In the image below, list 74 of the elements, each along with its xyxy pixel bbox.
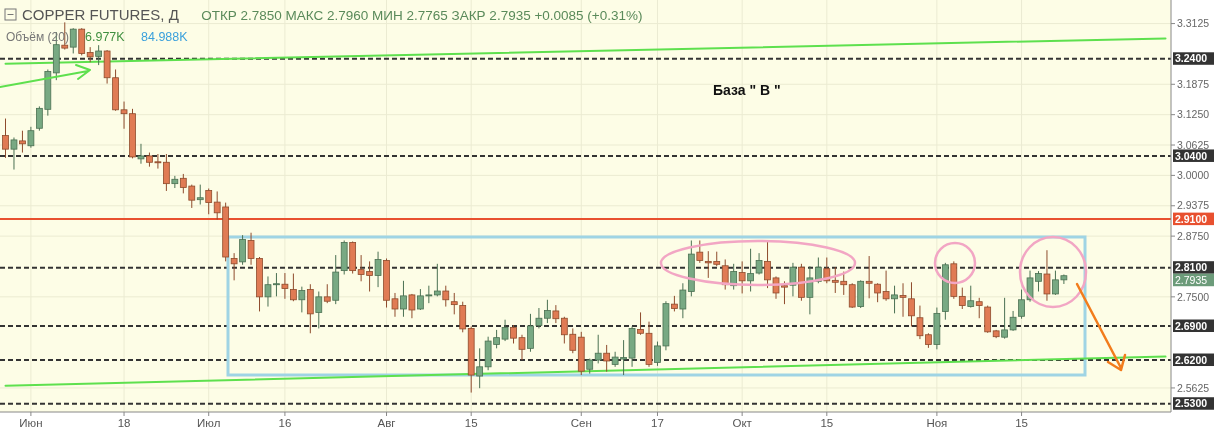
x-tick-label: Сен xyxy=(570,417,592,429)
x-tick-label: 18 xyxy=(117,417,131,429)
x-tick-label: Июл xyxy=(197,417,221,429)
candlestick xyxy=(27,126,35,149)
candlestick xyxy=(459,301,467,333)
ref-line-label: 2.8100 xyxy=(1175,261,1208,274)
candlestick xyxy=(374,251,382,288)
candlestick xyxy=(806,265,814,315)
candlestick xyxy=(400,280,407,318)
ref-line-label: 3.0400 xyxy=(1175,149,1208,162)
candlestick xyxy=(603,344,611,373)
candlestick xyxy=(137,143,145,165)
y-tick-label: 3.1875 xyxy=(1177,77,1210,90)
candlestick xyxy=(408,293,416,319)
x-tick-label: 15 xyxy=(464,417,478,429)
ref-line-label: 3.2400 xyxy=(1175,52,1208,65)
candlestick xyxy=(95,44,103,66)
candlestick xyxy=(230,252,238,281)
candlestick xyxy=(69,27,77,54)
annotation: База " В " xyxy=(713,82,781,98)
ref-line-label: 2.9100 xyxy=(1175,212,1208,225)
candlestick xyxy=(315,291,323,329)
candlestick xyxy=(679,282,687,319)
x-tick-label: Окт xyxy=(732,417,753,429)
candlestick xyxy=(290,273,297,302)
candlestick xyxy=(450,292,458,315)
candlestick xyxy=(2,118,9,159)
candlestick xyxy=(476,347,484,389)
y-tick-label: 2.9375 xyxy=(1177,199,1210,212)
x-tick-label: Июн xyxy=(19,417,43,429)
ref-line-label: 2.6900 xyxy=(1175,319,1208,332)
candlestick xyxy=(433,263,441,297)
candlestick xyxy=(552,304,560,324)
candlestick xyxy=(967,285,975,309)
x-tick-label: 16 xyxy=(278,417,292,429)
y-tick-label: 3.1250 xyxy=(1177,108,1210,121)
candlestick xyxy=(738,260,746,294)
x-tick-label: 15 xyxy=(820,417,834,429)
x-tick-label: 15 xyxy=(1015,417,1028,429)
candlestick xyxy=(899,282,907,318)
candlestick xyxy=(205,188,213,215)
candlestick xyxy=(865,255,873,299)
annotation: 6.977K xyxy=(85,30,126,44)
candlestick xyxy=(442,285,450,308)
x-tick-label: Ноя xyxy=(926,417,948,429)
y-tick-label: 2.8750 xyxy=(1177,229,1210,242)
y-tick-label: 2.7500 xyxy=(1177,290,1210,303)
candlestick xyxy=(848,282,856,309)
candlestick xyxy=(298,286,306,313)
x-tick-label: Авг xyxy=(377,417,396,429)
candlestick xyxy=(323,283,331,304)
y-tick-label: 3.0000 xyxy=(1177,169,1210,182)
y-tick-label: 3.0625 xyxy=(1177,138,1210,151)
candlestick xyxy=(958,287,966,310)
annotation: 84.988K xyxy=(141,30,189,44)
candlestick xyxy=(281,272,289,300)
y-tick-label: 2.5625 xyxy=(1177,381,1210,394)
candlestick xyxy=(196,184,204,206)
candlestick xyxy=(10,137,18,171)
candlestick xyxy=(908,281,915,327)
text: ОТКР 2.7850 МАКС 2.7960 МИН 2.7765 ЗАКР 2.7935 +0.0085 (+0.31%) xyxy=(201,8,643,23)
x-tick-label: 17 xyxy=(651,417,664,429)
candlestick xyxy=(1043,249,1051,302)
ref-line-label: 2.5300 xyxy=(1175,397,1208,410)
candlestick xyxy=(594,334,602,364)
candlestick xyxy=(891,285,898,314)
candlestick xyxy=(696,240,704,264)
chart-title: COPPER FUTURES, Д xyxy=(22,6,179,23)
candlestick xyxy=(19,130,26,154)
candlestick xyxy=(239,234,246,266)
ref-line-label: 2.6200 xyxy=(1175,353,1208,366)
y-tick-label: 3.3125 xyxy=(1177,17,1210,30)
candlestick xyxy=(975,297,983,319)
text: 2.7935 xyxy=(1175,273,1208,286)
